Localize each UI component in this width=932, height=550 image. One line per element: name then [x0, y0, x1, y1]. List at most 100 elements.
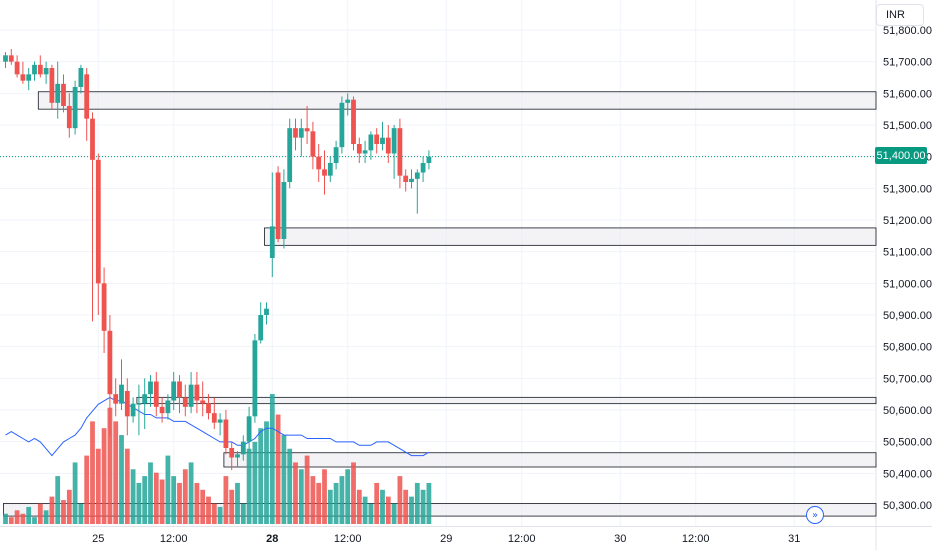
volume-bar — [264, 421, 269, 524]
candle-body — [26, 74, 32, 81]
candle-body — [72, 87, 78, 129]
candle-body — [95, 159, 101, 284]
volume-bar — [362, 496, 368, 524]
volume-bar — [142, 476, 148, 524]
candle-body — [380, 137, 385, 144]
candle-body — [107, 330, 113, 395]
candle-body — [356, 144, 362, 154]
candle-body — [310, 131, 316, 157]
y-tick-label: 51,700.00 — [883, 57, 932, 69]
candle-body — [177, 381, 182, 398]
volume-bar — [8, 517, 14, 524]
candle-body — [269, 226, 275, 258]
candle-body — [403, 175, 409, 182]
volume-bar — [107, 407, 113, 524]
candle-body — [14, 61, 20, 75]
candle-body — [252, 340, 258, 417]
volume-bar — [414, 482, 420, 524]
volume-bar — [119, 435, 124, 524]
x-tick-label: 12:00 — [682, 533, 710, 545]
y-tick-label: 50,400.00 — [883, 468, 932, 480]
y-tick-label: 50,500.00 — [883, 437, 932, 449]
volume-bar — [385, 496, 391, 524]
double-chevron-right-icon[interactable]: » — [806, 506, 824, 524]
volume-bar — [246, 448, 252, 524]
y-tick-label: 51,000.00 — [883, 278, 932, 290]
candle-body — [200, 400, 206, 404]
volume-bar — [339, 476, 345, 524]
candle-body — [171, 381, 177, 401]
volume-bar — [194, 482, 200, 524]
y-tick-label: 51,100.00 — [883, 247, 932, 259]
last-price-badge: 51,400.00 — [875, 147, 927, 164]
volume-bar — [211, 503, 217, 524]
candle-body — [374, 134, 380, 144]
volume-bar — [171, 476, 177, 524]
volume-bar — [182, 469, 188, 524]
candle-body — [211, 413, 217, 423]
candle-body — [61, 83, 66, 106]
candle-body — [3, 55, 8, 62]
candle-body — [130, 403, 136, 417]
candle-body — [194, 384, 200, 401]
candle-body — [229, 448, 235, 458]
volume-bar — [3, 513, 8, 524]
candle-body — [304, 128, 310, 132]
candle-body — [49, 68, 55, 103]
volume-bar — [333, 482, 339, 524]
candle-body — [258, 315, 264, 341]
candle-body — [409, 178, 414, 182]
candle-body — [113, 394, 119, 404]
volume-bar — [298, 469, 304, 524]
candle-body — [142, 394, 148, 404]
volume-bar — [20, 513, 26, 524]
y-tick-label: 50,900.00 — [883, 310, 932, 322]
volume-bar — [200, 489, 206, 524]
volume-bar — [188, 462, 194, 524]
candle-body — [90, 118, 95, 160]
candle-body — [339, 102, 345, 148]
zones-layer — [3, 91, 877, 517]
candle-body — [206, 403, 211, 414]
y-tick-label: 51,300.00 — [883, 183, 932, 195]
volume-bar — [345, 469, 351, 524]
volume-bar — [26, 506, 32, 524]
volume-bar — [55, 476, 61, 524]
candle-body — [316, 156, 322, 170]
candle-body — [420, 163, 426, 173]
candle-body — [20, 74, 26, 81]
volume-bar — [95, 448, 101, 524]
volume-bar — [113, 421, 119, 524]
volume-bar — [281, 435, 287, 524]
volume-bar — [217, 506, 223, 524]
zone-rectangle — [136, 396, 877, 405]
currency-selector[interactable]: INR — [876, 4, 924, 26]
candle-body — [322, 169, 327, 176]
volume-bar — [124, 448, 130, 524]
candle-body — [275, 172, 281, 239]
candle-body — [8, 55, 14, 62]
volume-bar — [130, 469, 136, 524]
volume-bar — [351, 462, 356, 524]
zone-rectangle — [264, 227, 877, 246]
zone-rectangle — [223, 452, 877, 468]
volume-bar — [148, 462, 153, 524]
volume-layer — [3, 394, 432, 524]
candle-body — [426, 156, 432, 163]
candle-body — [32, 64, 37, 75]
candle-body — [159, 406, 165, 414]
candle-body — [84, 74, 90, 119]
candle-body — [246, 416, 252, 442]
candle-body — [397, 128, 403, 176]
volume-bar — [153, 472, 159, 524]
volume-bar — [426, 482, 432, 524]
candle-body — [333, 147, 339, 163]
volume-bar — [356, 489, 362, 524]
candle-body — [293, 128, 298, 138]
volume-bar — [397, 476, 403, 524]
candle-body — [153, 381, 159, 407]
volume-bar — [409, 496, 414, 524]
candle-body — [345, 99, 351, 103]
